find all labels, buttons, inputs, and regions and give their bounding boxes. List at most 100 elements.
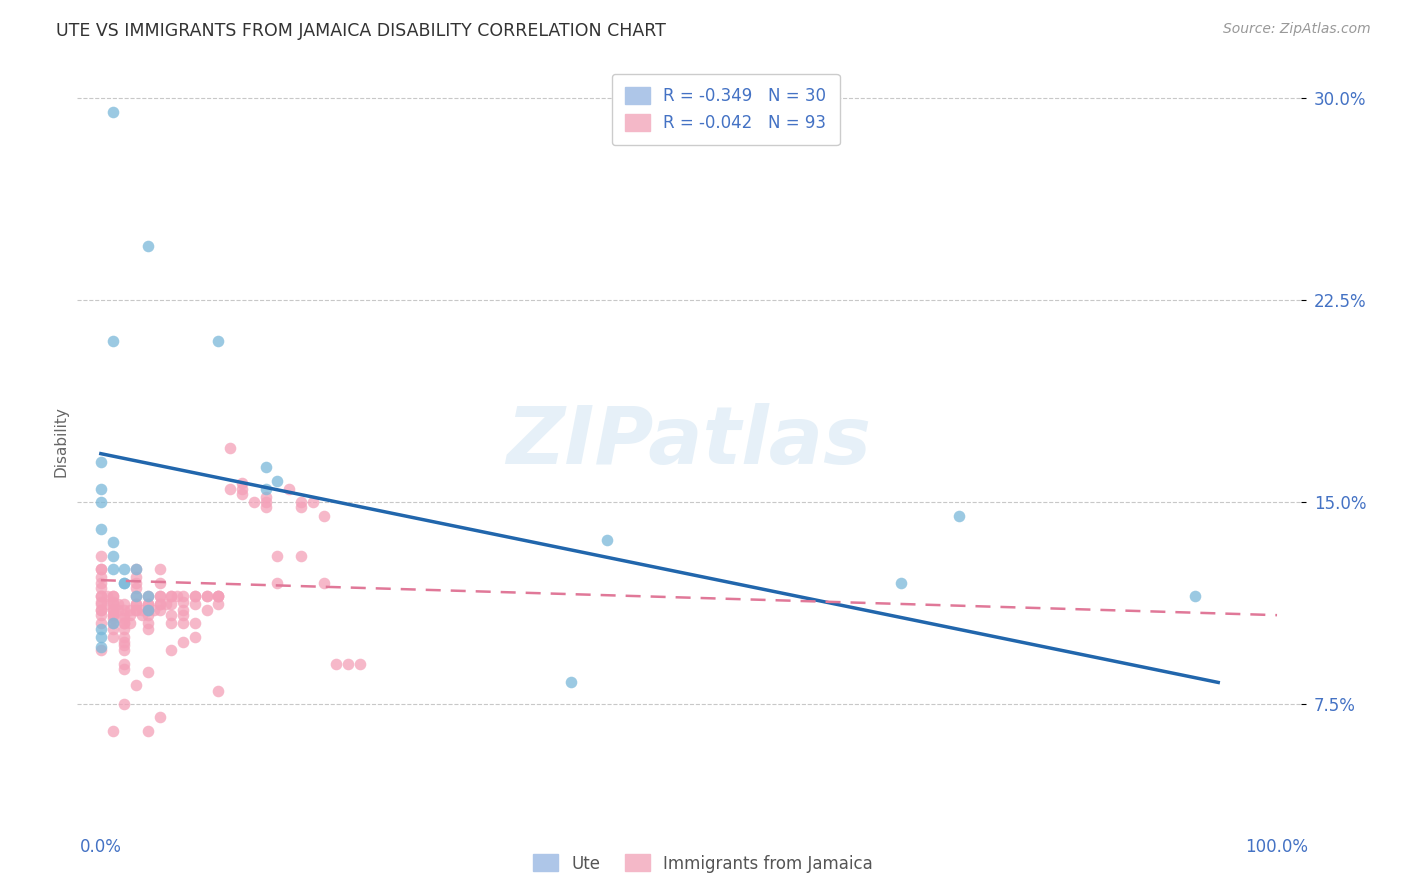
Point bbox=[149, 710, 172, 724]
Point bbox=[231, 476, 253, 491]
Point bbox=[90, 562, 112, 576]
Point bbox=[242, 495, 264, 509]
Point bbox=[90, 595, 112, 609]
Point bbox=[101, 630, 124, 644]
Point bbox=[112, 608, 135, 623]
Point bbox=[266, 575, 288, 590]
Point bbox=[172, 595, 194, 609]
Point bbox=[107, 598, 129, 612]
Point bbox=[90, 482, 112, 496]
Point bbox=[101, 562, 124, 576]
Point bbox=[290, 495, 312, 509]
Point bbox=[112, 697, 135, 711]
Point bbox=[101, 549, 124, 563]
Point bbox=[890, 575, 912, 590]
Point bbox=[136, 665, 159, 679]
Point bbox=[172, 603, 194, 617]
Point bbox=[90, 549, 112, 563]
Point bbox=[207, 334, 229, 348]
Point bbox=[184, 616, 207, 631]
Point bbox=[101, 590, 124, 604]
Text: UTE VS IMMIGRANTS FROM JAMAICA DISABILITY CORRELATION CHART: UTE VS IMMIGRANTS FROM JAMAICA DISABILIT… bbox=[56, 22, 666, 40]
Point bbox=[136, 622, 159, 636]
Point bbox=[172, 616, 194, 631]
Point bbox=[231, 487, 253, 501]
Point bbox=[290, 500, 312, 515]
Point bbox=[136, 608, 159, 623]
Point bbox=[207, 683, 229, 698]
Point bbox=[101, 608, 124, 623]
Point bbox=[125, 581, 148, 595]
Point bbox=[948, 508, 970, 523]
Y-axis label: Disability: Disability bbox=[53, 406, 69, 477]
Point bbox=[112, 562, 135, 576]
Point bbox=[172, 608, 194, 623]
Point bbox=[90, 522, 112, 536]
Point bbox=[101, 723, 124, 738]
Point bbox=[101, 535, 124, 549]
Point bbox=[207, 590, 229, 604]
Point bbox=[160, 643, 183, 657]
Point bbox=[101, 603, 124, 617]
Point bbox=[90, 598, 112, 612]
Point bbox=[254, 500, 277, 515]
Point bbox=[90, 622, 112, 636]
Point bbox=[125, 575, 148, 590]
Point bbox=[125, 570, 148, 584]
Point bbox=[149, 575, 172, 590]
Point bbox=[595, 533, 617, 547]
Point bbox=[160, 590, 183, 604]
Point bbox=[136, 590, 159, 604]
Point bbox=[172, 635, 194, 649]
Text: Source: ZipAtlas.com: Source: ZipAtlas.com bbox=[1223, 22, 1371, 37]
Point bbox=[101, 590, 124, 604]
Point bbox=[184, 590, 207, 604]
Point bbox=[314, 575, 336, 590]
Point bbox=[112, 616, 135, 631]
Point bbox=[96, 590, 118, 604]
Point bbox=[112, 575, 135, 590]
Point bbox=[149, 598, 172, 612]
Point bbox=[112, 611, 135, 625]
Point bbox=[136, 598, 159, 612]
Point bbox=[112, 603, 135, 617]
Point bbox=[112, 635, 135, 649]
Point bbox=[112, 598, 135, 612]
Point bbox=[101, 334, 124, 348]
Point bbox=[120, 616, 142, 631]
Point bbox=[149, 603, 172, 617]
Point bbox=[90, 581, 112, 595]
Point bbox=[149, 590, 172, 604]
Point bbox=[184, 630, 207, 644]
Point bbox=[136, 723, 159, 738]
Point bbox=[136, 603, 159, 617]
Point bbox=[107, 603, 129, 617]
Point bbox=[207, 598, 229, 612]
Point bbox=[172, 590, 194, 604]
Point bbox=[96, 598, 118, 612]
Point bbox=[101, 611, 124, 625]
Point bbox=[101, 622, 124, 636]
Point bbox=[254, 482, 277, 496]
Point bbox=[149, 598, 172, 612]
Point bbox=[136, 603, 159, 617]
Point bbox=[101, 616, 124, 631]
Point bbox=[184, 590, 207, 604]
Point bbox=[155, 598, 177, 612]
Point bbox=[90, 590, 112, 604]
Point bbox=[136, 239, 159, 253]
Point bbox=[136, 616, 159, 631]
Point bbox=[254, 490, 277, 504]
Point bbox=[112, 630, 135, 644]
Point bbox=[120, 603, 142, 617]
Point bbox=[112, 622, 135, 636]
Point bbox=[90, 590, 112, 604]
Point bbox=[266, 549, 288, 563]
Point bbox=[101, 598, 124, 612]
Point bbox=[125, 562, 148, 576]
Point bbox=[112, 575, 135, 590]
Point bbox=[136, 598, 159, 612]
Point bbox=[90, 603, 112, 617]
Point bbox=[301, 495, 323, 509]
Point bbox=[90, 495, 112, 509]
